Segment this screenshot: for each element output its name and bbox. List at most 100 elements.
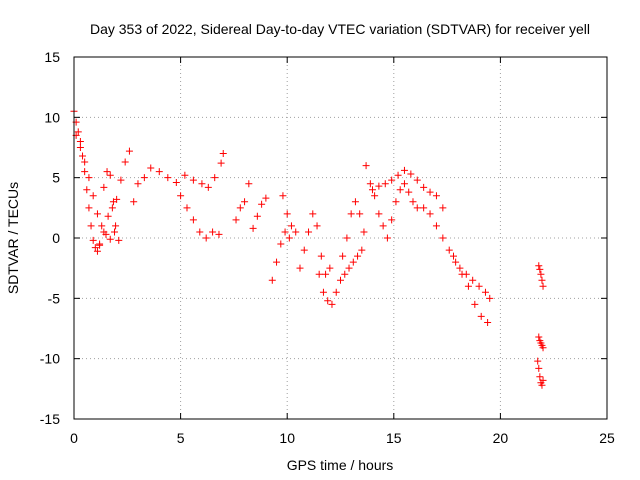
data-point-marker	[362, 162, 370, 170]
data-point-marker	[388, 216, 396, 224]
data-point-marker	[177, 192, 185, 200]
data-point-marker	[109, 198, 117, 206]
chart-title: Day 353 of 2022, Sidereal Day-to-day VTE…	[90, 21, 590, 37]
data-point-marker	[258, 200, 266, 208]
data-point-marker	[343, 234, 351, 242]
data-point-marker	[315, 270, 323, 278]
data-point-marker	[356, 210, 364, 218]
data-point-marker	[341, 270, 349, 278]
data-point-marker	[366, 180, 374, 188]
series-arc-hour9	[249, 194, 270, 232]
data-point-marker	[87, 222, 95, 230]
data-point-marker	[409, 198, 417, 206]
y-tick-label: 10	[44, 109, 60, 125]
data-points	[70, 107, 547, 389]
data-point-marker	[481, 288, 489, 296]
x-axis-label: GPS time / hours	[287, 457, 394, 473]
data-point-marker	[232, 216, 240, 224]
data-point-marker	[76, 144, 84, 151]
series-arc-hour10	[279, 192, 300, 236]
data-point-marker	[125, 147, 133, 155]
series-arc-hour14	[362, 162, 421, 242]
data-point-marker	[236, 204, 244, 212]
data-point-marker	[172, 178, 180, 186]
x-tick-label: 10	[279, 430, 295, 446]
data-point-marker	[241, 198, 249, 206]
data-point-marker	[400, 166, 408, 174]
data-point-marker	[371, 192, 379, 200]
y-tick-label: 15	[44, 49, 60, 65]
data-point-marker	[354, 252, 362, 260]
data-point-marker	[445, 246, 453, 254]
series-arc-hour16	[420, 204, 492, 326]
series-arc-hour9-5	[268, 228, 293, 284]
data-point-marker	[539, 282, 547, 290]
x-tick-label: 15	[386, 430, 402, 446]
data-point-marker	[121, 158, 129, 166]
data-point-marker	[464, 282, 472, 290]
data-point-marker	[85, 204, 93, 212]
y-tick-label: -5	[48, 290, 61, 306]
data-point-marker	[484, 318, 492, 326]
data-point-marker	[405, 188, 413, 196]
series-arc-hour22-b	[535, 333, 547, 352]
y-tick-label: 5	[52, 170, 60, 186]
data-point-marker	[413, 204, 421, 212]
data-point-marker	[281, 228, 289, 236]
data-point-marker	[379, 222, 387, 230]
data-point-marker	[279, 192, 287, 200]
data-point-marker	[91, 244, 99, 252]
data-point-marker	[76, 137, 84, 145]
series-arc-wave	[130, 150, 227, 206]
data-point-marker	[104, 212, 112, 220]
data-point-marker	[219, 150, 227, 158]
data-point-marker	[536, 265, 544, 273]
data-point-marker	[309, 210, 317, 218]
data-point-marker	[183, 204, 191, 212]
data-point-marker	[349, 258, 357, 266]
data-point-marker	[462, 270, 470, 278]
data-point-marker	[439, 204, 447, 212]
data-point-marker	[93, 247, 101, 255]
data-point-marker	[100, 228, 108, 236]
data-point-marker	[375, 182, 383, 190]
data-point-marker	[432, 222, 440, 230]
data-point-marker	[277, 240, 285, 248]
series-arc-hour12-5	[339, 198, 368, 260]
axis-ticks	[73, 56, 608, 420]
data-point-marker	[140, 174, 148, 182]
data-point-marker	[103, 168, 111, 176]
data-point-marker	[111, 228, 119, 236]
data-point-marker	[486, 294, 494, 302]
data-point-marker	[196, 228, 204, 236]
data-point-marker	[535, 262, 543, 270]
data-point-marker	[319, 288, 327, 296]
data-point-marker	[535, 333, 543, 341]
y-tick-label: -15	[40, 411, 60, 427]
data-point-marker	[81, 168, 89, 176]
data-point-marker	[383, 234, 391, 242]
data-point-marker	[106, 171, 114, 179]
data-point-marker	[305, 228, 313, 236]
data-point-marker	[189, 216, 197, 224]
y-axis-label: SDTVAR / TECUs	[5, 182, 21, 294]
data-point-marker	[539, 344, 547, 352]
data-point-marker	[477, 312, 485, 320]
data-point-marker	[400, 180, 408, 188]
series-arc-hook	[100, 168, 123, 244]
data-point-marker	[439, 234, 447, 242]
data-point-marker	[93, 210, 101, 218]
data-point-marker	[394, 171, 402, 179]
data-point-marker	[420, 183, 428, 191]
data-point-marker	[164, 174, 172, 182]
data-point-marker	[475, 282, 483, 290]
data-point-marker	[381, 180, 389, 188]
data-point-marker	[360, 228, 368, 236]
data-point-marker	[452, 258, 460, 266]
data-point-marker	[198, 180, 206, 188]
y-tick-label: -10	[40, 351, 60, 367]
data-point-marker	[262, 194, 270, 202]
data-point-marker	[83, 186, 91, 194]
x-tick-label: 20	[493, 430, 509, 446]
